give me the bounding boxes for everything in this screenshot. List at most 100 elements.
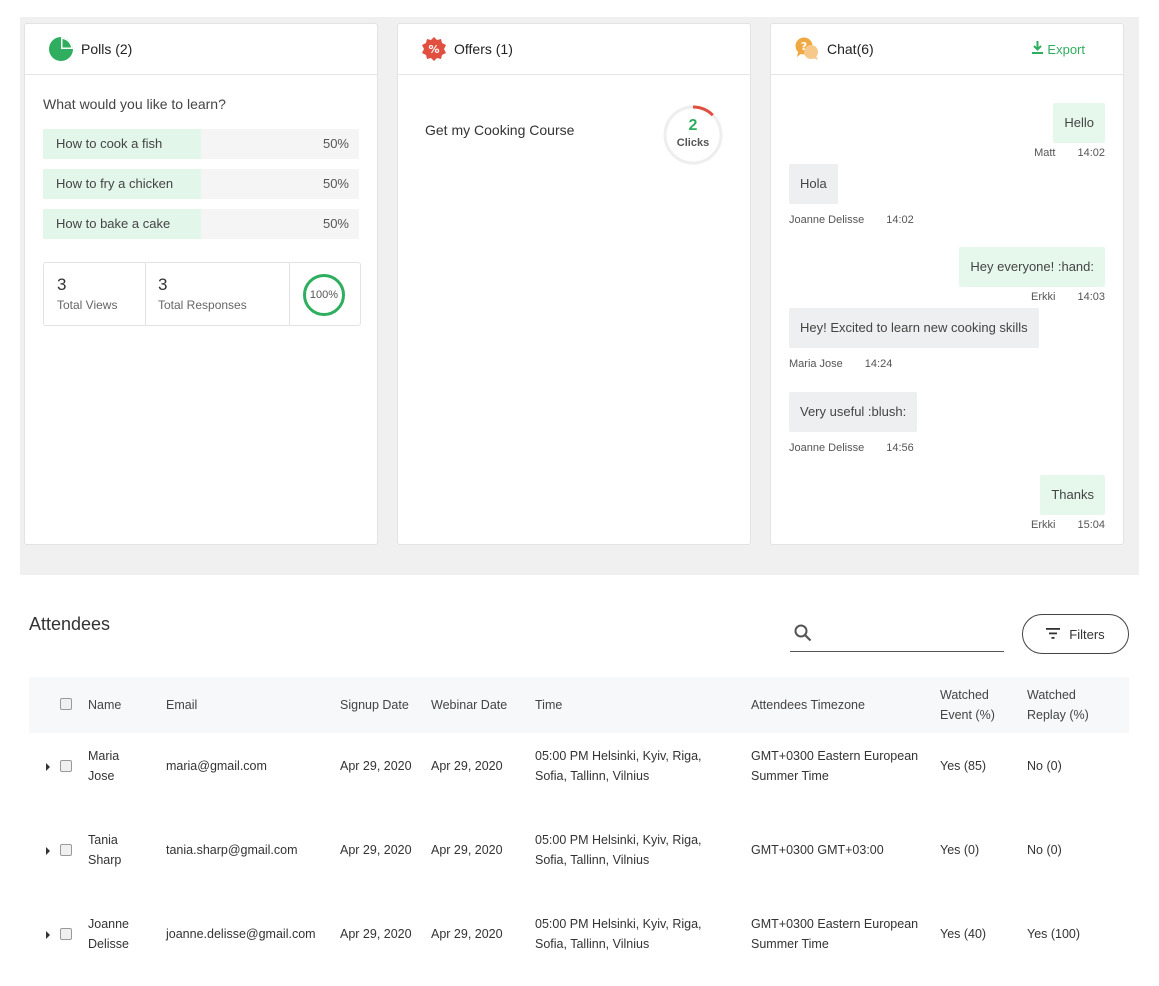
col-watched-replay-line1: Watched (1027, 688, 1076, 702)
row-checkbox[interactable] (60, 844, 72, 856)
filters-label: Filters (1069, 626, 1105, 642)
poll-option-bar (43, 169, 201, 199)
col-watched-replay[interactable]: Watched Replay (%) (1027, 685, 1089, 725)
polls-panel: Polls (2) What would you like to learn? … (24, 23, 378, 545)
cell-email: joanne.delisse@gmail.com (166, 927, 316, 941)
last-name: Sharp (88, 853, 122, 867)
first-name: Maria (88, 749, 120, 763)
chat-message: Hey everyone! :hand: (959, 247, 1105, 287)
chat-message-meta: Erkki 14:03 (1031, 291, 1105, 303)
col-time[interactable]: Time (535, 698, 563, 712)
row-checkbox[interactable] (60, 928, 72, 940)
expand-caret-icon[interactable] (46, 847, 50, 855)
cell-time: 05:00 PM Helsinki, Kyiv, Riga, Sofia, Tal… (535, 914, 702, 954)
cell-webinar-date: Apr 29, 2020 (431, 759, 503, 773)
polls-title: Polls (2) (81, 41, 133, 57)
pie-chart-icon (49, 37, 73, 61)
cell-name: Maria Jose (88, 746, 119, 786)
chat-author: Erkki (1031, 519, 1056, 531)
time-line1: 05:00 PM Helsinki, Kyiv, Riga, (535, 833, 702, 847)
col-webinar-date[interactable]: Webinar Date (431, 698, 508, 712)
select-all-checkbox[interactable] (60, 698, 72, 710)
response-rate-ring: 100% (303, 274, 345, 316)
poll-option: How to cook a fish 50% (43, 129, 359, 159)
cell-email: tania.sharp@gmail.com (166, 843, 298, 857)
col-signup-date[interactable]: Signup Date (340, 698, 409, 712)
offers-header: % Offers (1) (398, 24, 750, 75)
last-name: Delisse (88, 937, 129, 951)
download-icon (1031, 41, 1044, 58)
chat-time: 14:02 (886, 214, 914, 226)
filter-icon (1046, 627, 1061, 642)
export-label: Export (1047, 42, 1085, 57)
chat-time: 14:02 (1077, 147, 1105, 159)
total-responses-stat: 3 Total Responses (145, 263, 289, 325)
cell-name: Tania Sharp (88, 830, 121, 870)
time-line2: Sofia, Tallinn, Vilnius (535, 769, 650, 783)
tz-line1: GMT+0300 Eastern European (751, 917, 919, 931)
cell-webinar-date: Apr 29, 2020 (431, 843, 503, 857)
total-views-stat: 3 Total Views (44, 263, 145, 325)
first-name: Joanne (88, 917, 130, 931)
filters-button[interactable]: Filters (1022, 614, 1129, 654)
poll-option-bar (43, 209, 201, 239)
svg-text:?: ? (801, 40, 807, 53)
offer-name: Get my Cooking Course (425, 122, 575, 138)
poll-option-percent: 50% (322, 216, 349, 231)
attendees-title: Attendees (29, 614, 111, 634)
chat-author: Matt (1034, 147, 1056, 159)
poll-option-label: How to bake a cake (56, 216, 171, 231)
chat-message-meta: Matt 14:02 (1034, 147, 1105, 159)
chat-author: Joanne Delisse (789, 442, 865, 454)
chat-panel: ? Chat(6) Export Hello Matt 14:02 Hola Jo… (770, 23, 1124, 545)
expand-caret-icon[interactable] (46, 763, 50, 771)
tz-line2: Summer Time (751, 937, 829, 951)
polls-header: Polls (2) (25, 24, 377, 75)
chat-message-meta: Joanne Delisse 14:02 (789, 214, 914, 226)
export-button[interactable]: Export (1031, 41, 1085, 58)
first-name: Tania (88, 833, 118, 847)
time-line1: 05:00 PM Helsinki, Kyiv, Riga, (535, 917, 702, 931)
divider (289, 263, 290, 325)
chat-message: Hola (789, 164, 838, 204)
cell-timezone: GMT+0300 GMT+03:00 (751, 840, 884, 860)
time-line1: 05:00 PM Helsinki, Kyiv, Riga, (535, 749, 702, 763)
total-views-label: Total Views (57, 298, 118, 312)
row-checkbox[interactable] (60, 760, 72, 772)
chat-message: Very useful :blush: (789, 392, 918, 432)
search-input[interactable] (822, 620, 1000, 646)
poll-option-bar (43, 129, 201, 159)
chat-header: ? Chat(6) Export (771, 24, 1123, 75)
search-box (790, 614, 1004, 652)
col-timezone[interactable]: Attendees Timezone (751, 698, 865, 712)
table-row: Joanne Delisse joanne.delisse@gmail.com A… (29, 901, 1129, 985)
cell-watched-replay: No (0) (1027, 843, 1062, 857)
chat-author: Maria Jose (789, 358, 843, 370)
table-header: Name Email Signup Date Webinar Date Time… (29, 677, 1129, 733)
cell-time: 05:00 PM Helsinki, Kyiv, Riga, Sofia, Tal… (535, 746, 702, 786)
chat-time: 14:56 (886, 442, 914, 454)
col-watched-event-line1: Watched (940, 688, 989, 702)
tz-line1: GMT+0300 Eastern European (751, 749, 919, 763)
col-name[interactable]: Name (88, 698, 122, 712)
expand-caret-icon[interactable] (46, 931, 50, 939)
svg-text:%: % (428, 43, 439, 56)
chat-message: Hey! Excited to learn new cooking skills (789, 308, 1039, 348)
table-row: Maria Jose maria@gmail.com Apr 29, 2020 A… (29, 733, 1129, 817)
cell-time: 05:00 PM Helsinki, Kyiv, Riga, Sofia, Tal… (535, 830, 702, 870)
table-row: Tania Sharp tania.sharp@gmail.com Apr 29,… (29, 817, 1129, 901)
cell-timezone: GMT+0300 Eastern European Summer Time (751, 746, 918, 786)
percent-badge-icon: % (422, 37, 446, 61)
col-email[interactable]: Email (166, 698, 198, 712)
chat-bubbles-icon: ? (795, 37, 819, 61)
chat-message-meta: Joanne Delisse 14:56 (789, 442, 914, 454)
chat-message: Thanks (1040, 475, 1105, 515)
cell-signup-date: Apr 29, 2020 (340, 843, 412, 857)
col-watched-event[interactable]: Watched Event (%) (940, 685, 995, 725)
time-line2: Sofia, Tallinn, Vilnius (535, 937, 650, 951)
search-icon (794, 624, 812, 647)
poll-question: What would you like to learn? (43, 96, 226, 112)
poll-option-label: How to cook a fish (56, 136, 163, 151)
chat-title: Chat(6) (827, 41, 874, 57)
poll-stats: 3 Total Views 3 Total Responses 100% (43, 262, 361, 326)
